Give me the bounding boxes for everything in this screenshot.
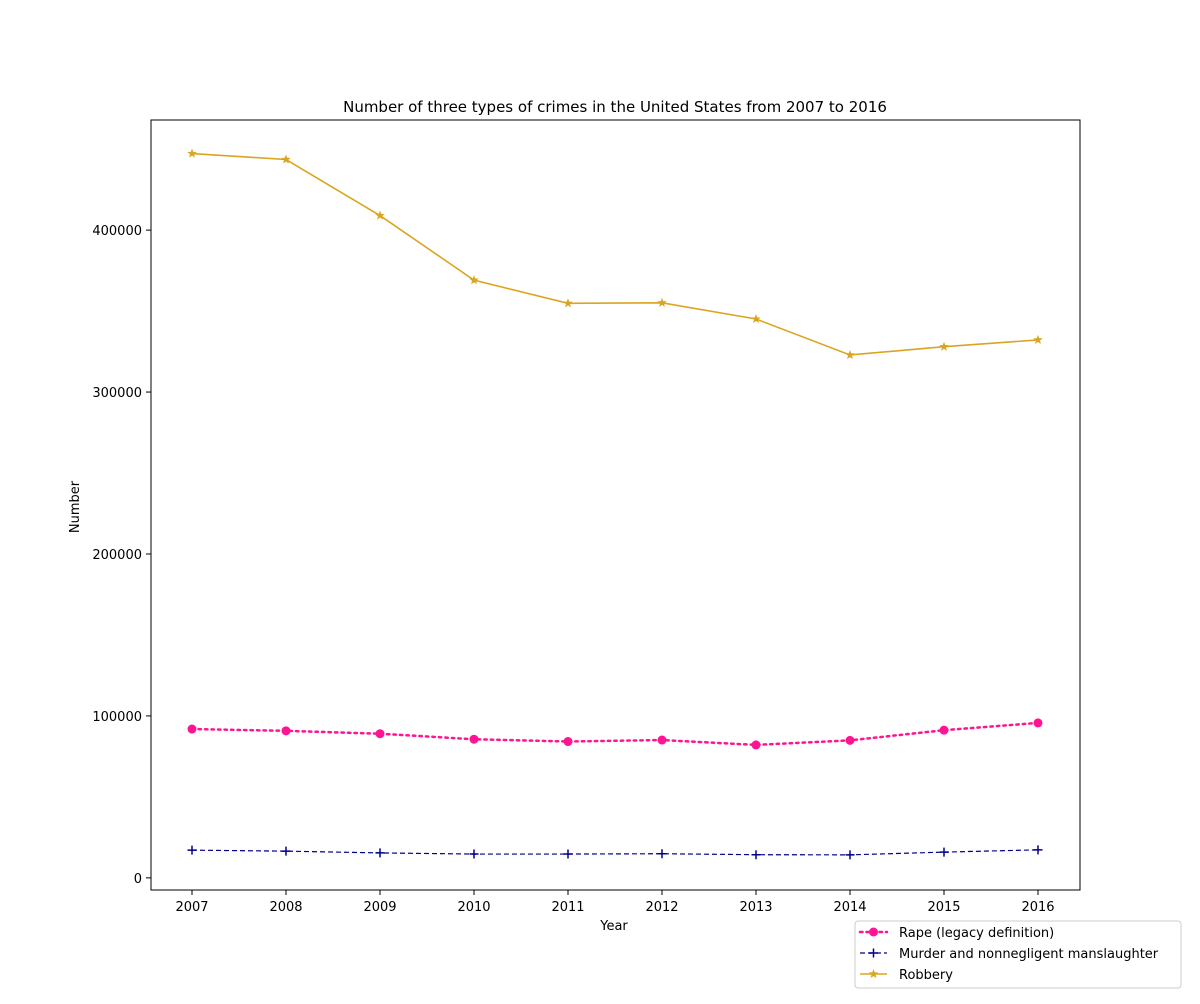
data-point xyxy=(563,737,573,747)
data-point xyxy=(1033,334,1043,344)
data-point xyxy=(751,314,761,324)
legend-frame xyxy=(854,920,1182,989)
data-point xyxy=(187,148,197,158)
data-point xyxy=(1033,845,1043,855)
data-point xyxy=(939,847,949,857)
series-layer xyxy=(187,148,1043,860)
legend-marker xyxy=(869,948,878,958)
y-tick-label: 200000 xyxy=(92,548,142,563)
legend-item: Murder and nonnegligent manslaughter xyxy=(860,947,1159,962)
data-point xyxy=(845,850,855,860)
y-tick-label: 300000 xyxy=(92,386,142,401)
series-rape-legacy-definition xyxy=(187,718,1043,750)
data-point xyxy=(281,154,291,164)
data-point xyxy=(657,735,667,745)
y-tick-label: 400000 xyxy=(92,224,142,239)
series-murder-and-nonnegligent-manslaughter xyxy=(187,845,1043,860)
data-point xyxy=(469,734,479,744)
data-point xyxy=(1033,718,1043,728)
series-line xyxy=(191,152,1039,356)
y-tick-label: 0 xyxy=(134,872,142,887)
y-axis-label: Number xyxy=(68,480,83,533)
data-point xyxy=(751,850,761,860)
x-tick-label: 2014 xyxy=(833,900,866,915)
data-point xyxy=(469,849,479,859)
chart-title: Number of three types of crimes in the U… xyxy=(343,98,887,116)
legend-item: Robbery xyxy=(860,968,953,983)
data-point xyxy=(375,210,385,220)
x-axis-label: Year xyxy=(599,919,628,934)
data-point xyxy=(281,846,291,856)
legend-label: Murder and nonnegligent manslaughter xyxy=(899,947,1159,962)
data-point xyxy=(657,297,667,307)
series-line xyxy=(191,849,1039,856)
x-tick-label: 2008 xyxy=(269,900,302,915)
x-tick-label: 2012 xyxy=(645,900,678,915)
x-tick-label: 2015 xyxy=(927,900,960,915)
data-point xyxy=(469,275,479,285)
plot-area-frame xyxy=(150,119,1081,891)
data-point xyxy=(845,349,855,360)
data-point xyxy=(563,298,573,308)
series-line xyxy=(190,721,1040,747)
data-point xyxy=(657,849,667,859)
x-tick-label: 2013 xyxy=(739,900,772,915)
data-point xyxy=(187,845,197,855)
data-point xyxy=(375,848,385,858)
data-point xyxy=(187,724,197,734)
y-tick-label: 100000 xyxy=(92,710,142,725)
legend: Rape (legacy definition) Murder and nonne… xyxy=(854,920,1182,989)
legend-marker xyxy=(868,969,879,979)
legend-item: Rape (legacy definition) xyxy=(858,926,1054,941)
data-point xyxy=(563,849,573,859)
x-axis: 2007 2008 2009 2010 2011 2012 2013 2014 2015 2016 xyxy=(175,890,1055,915)
data-point xyxy=(939,725,949,735)
data-point xyxy=(751,740,761,750)
legend-marker xyxy=(869,927,878,937)
data-point xyxy=(281,726,291,736)
series-robbery xyxy=(187,148,1043,360)
data-point xyxy=(939,341,949,351)
x-tick-label: 2009 xyxy=(363,900,396,915)
legend-label: Robbery xyxy=(899,968,953,983)
x-tick-label: 2007 xyxy=(175,900,208,915)
y-axis: 0 100000 200000 300000 400000 xyxy=(92,224,151,887)
data-point xyxy=(375,729,385,739)
x-tick-label: 2010 xyxy=(457,900,490,915)
data-point xyxy=(845,735,855,745)
x-tick-label: 2011 xyxy=(551,900,584,915)
legend-label: Rape (legacy definition) xyxy=(899,926,1054,941)
x-tick-label: 2016 xyxy=(1021,900,1054,915)
